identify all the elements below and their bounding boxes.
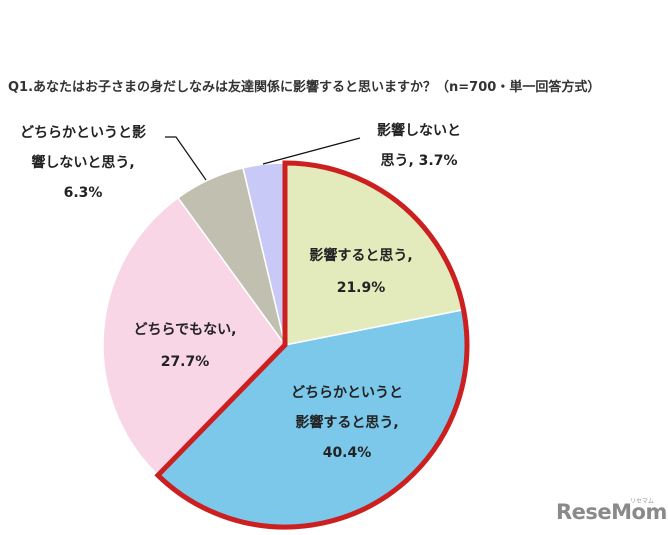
label-text: どちらでもない, [133,322,237,338]
label-value: 27.7% [160,354,210,370]
label-value: 21.9% [336,280,386,296]
label-influence: 影響すると思う, 21.9% [296,240,426,304]
label-text: 影響すると思う, [309,248,413,264]
label-value: 思う, 3.7% [380,153,458,169]
label-no-influence: 影響しないと 思う, 3.7% [364,116,474,176]
label-text: どちらかというと影 [20,125,146,141]
label-somewhat-no-influence: どちらかというと影 響しないと思う, 6.3% [8,118,158,208]
resemom-logo-kana: リセマム [630,498,655,505]
leader-line-somewhat-no-influence [165,136,207,181]
label-text: 影響しないと [377,123,461,139]
label-value: 6.3% [63,185,103,201]
resemom-logo: ReseMom [556,500,667,524]
chart-title: Q1.あなたはお子さまの身だしなみは友達関係に影響すると思いますか？（n=700… [8,80,601,95]
label-text: 影響すると思う, [295,415,399,431]
leader-line-no-influence [262,137,361,165]
label-value: 40.4% [322,445,372,461]
label-text: 響しないと思う, [31,155,135,171]
slice-neither [102,196,286,477]
highlight-outline [154,160,470,530]
label-neither: どちらでもない, 27.7% [120,314,250,378]
label-somewhat-influence: どちらかというと 影響すると思う, 40.4% [272,378,422,468]
label-text: どちらかというと [291,385,403,401]
